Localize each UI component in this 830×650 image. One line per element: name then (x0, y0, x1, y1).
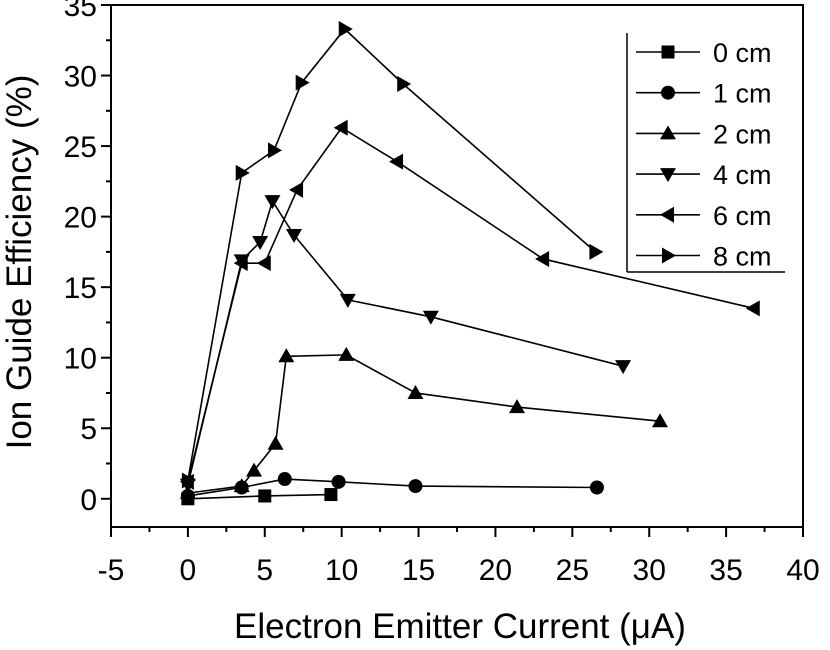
data-point (508, 399, 525, 414)
y-tick-label: 25 (64, 131, 97, 164)
data-point (589, 480, 604, 495)
series-line (187, 199, 624, 485)
data-point (407, 384, 424, 399)
data-point (389, 153, 404, 170)
legend-marker (660, 125, 676, 140)
data-point (268, 142, 283, 159)
series-4 (179, 119, 760, 490)
series-5 (181, 20, 604, 489)
legend-marker (660, 168, 676, 183)
x-axis-title: Electron Emitter Current (μA) (234, 607, 686, 646)
y-tick-label: 10 (64, 343, 97, 376)
legend-label: 0 cm (713, 38, 772, 68)
data-point (256, 255, 271, 272)
legend-entry-4: 6 cm (636, 201, 772, 231)
data-point (331, 474, 346, 489)
data-point (422, 310, 439, 325)
data-point (589, 243, 604, 260)
x-tick-label: 40 (786, 554, 819, 587)
data-point (246, 462, 263, 477)
y-tick-label: 35 (64, 0, 97, 23)
legend-entry-0: 0 cm (636, 38, 772, 68)
legend-label: 4 cm (713, 160, 772, 190)
data-point (535, 250, 550, 267)
y-tick-label: 30 (64, 61, 97, 94)
data-point (233, 255, 248, 272)
legend-marker (661, 85, 675, 100)
legend-marker (662, 247, 676, 264)
x-tick-label: 15 (402, 554, 435, 587)
series-line (187, 478, 597, 497)
data-point (277, 472, 292, 487)
data-point (651, 413, 668, 428)
y-tick-label: 15 (64, 272, 97, 305)
y-tick-label: 5 (80, 413, 97, 446)
data-point (278, 348, 295, 363)
legend: 0 cm 1 cm 2 cm 4 cm 6 cm 8 cm (626, 33, 785, 273)
legend-entry-2: 2 cm (636, 119, 772, 149)
data-point (338, 20, 353, 37)
x-tick-label: -5 (98, 554, 125, 587)
y-tick-label: 0 (80, 484, 97, 517)
legend-label: 6 cm (713, 201, 772, 231)
data-point (258, 489, 272, 503)
series-line (187, 126, 754, 483)
data-point (339, 293, 356, 308)
legend-label: 1 cm (713, 79, 772, 109)
legend-label: 8 cm (713, 242, 772, 272)
data-point (289, 181, 304, 198)
data-point (295, 74, 310, 91)
data-point (333, 119, 348, 136)
data-point (324, 488, 338, 502)
series-2 (179, 346, 668, 500)
plot-frame (110, 4, 804, 528)
x-tick-label: 5 (256, 554, 273, 587)
x-tick-label: 20 (479, 554, 512, 587)
series-layer (179, 20, 760, 506)
legend-entry-5: 8 cm (636, 242, 772, 272)
x-tick-label: 10 (325, 554, 358, 587)
legend-marker (660, 206, 674, 223)
data-point (235, 164, 250, 181)
data-point (745, 300, 760, 317)
data-point (338, 346, 355, 361)
x-tick-label: 30 (633, 554, 666, 587)
legend-entry-1: 1 cm (636, 79, 772, 109)
data-point (267, 435, 284, 450)
y-axis-title: Ion Guide Efficiency (%) (0, 75, 39, 450)
y-tick-label: 20 (64, 202, 97, 235)
axes: -5 0 5 10 15 20 25 30 35 40 0 5 10 15 20 25 30 35 (64, 0, 820, 587)
data-point (264, 195, 281, 210)
data-point (181, 472, 196, 489)
data-point (233, 478, 250, 493)
legend-label: 2 cm (713, 119, 772, 149)
legend-marker (661, 45, 675, 59)
data-point (615, 360, 632, 375)
x-tick-label: 0 (180, 554, 197, 587)
data-point (252, 236, 269, 251)
data-point (397, 76, 412, 93)
data-point (408, 479, 423, 494)
series-3 (179, 195, 632, 493)
legend-entry-3: 4 cm (636, 160, 772, 190)
x-tick-label: 25 (556, 554, 589, 587)
x-tick-label: 35 (709, 554, 742, 587)
data-point (285, 228, 302, 243)
